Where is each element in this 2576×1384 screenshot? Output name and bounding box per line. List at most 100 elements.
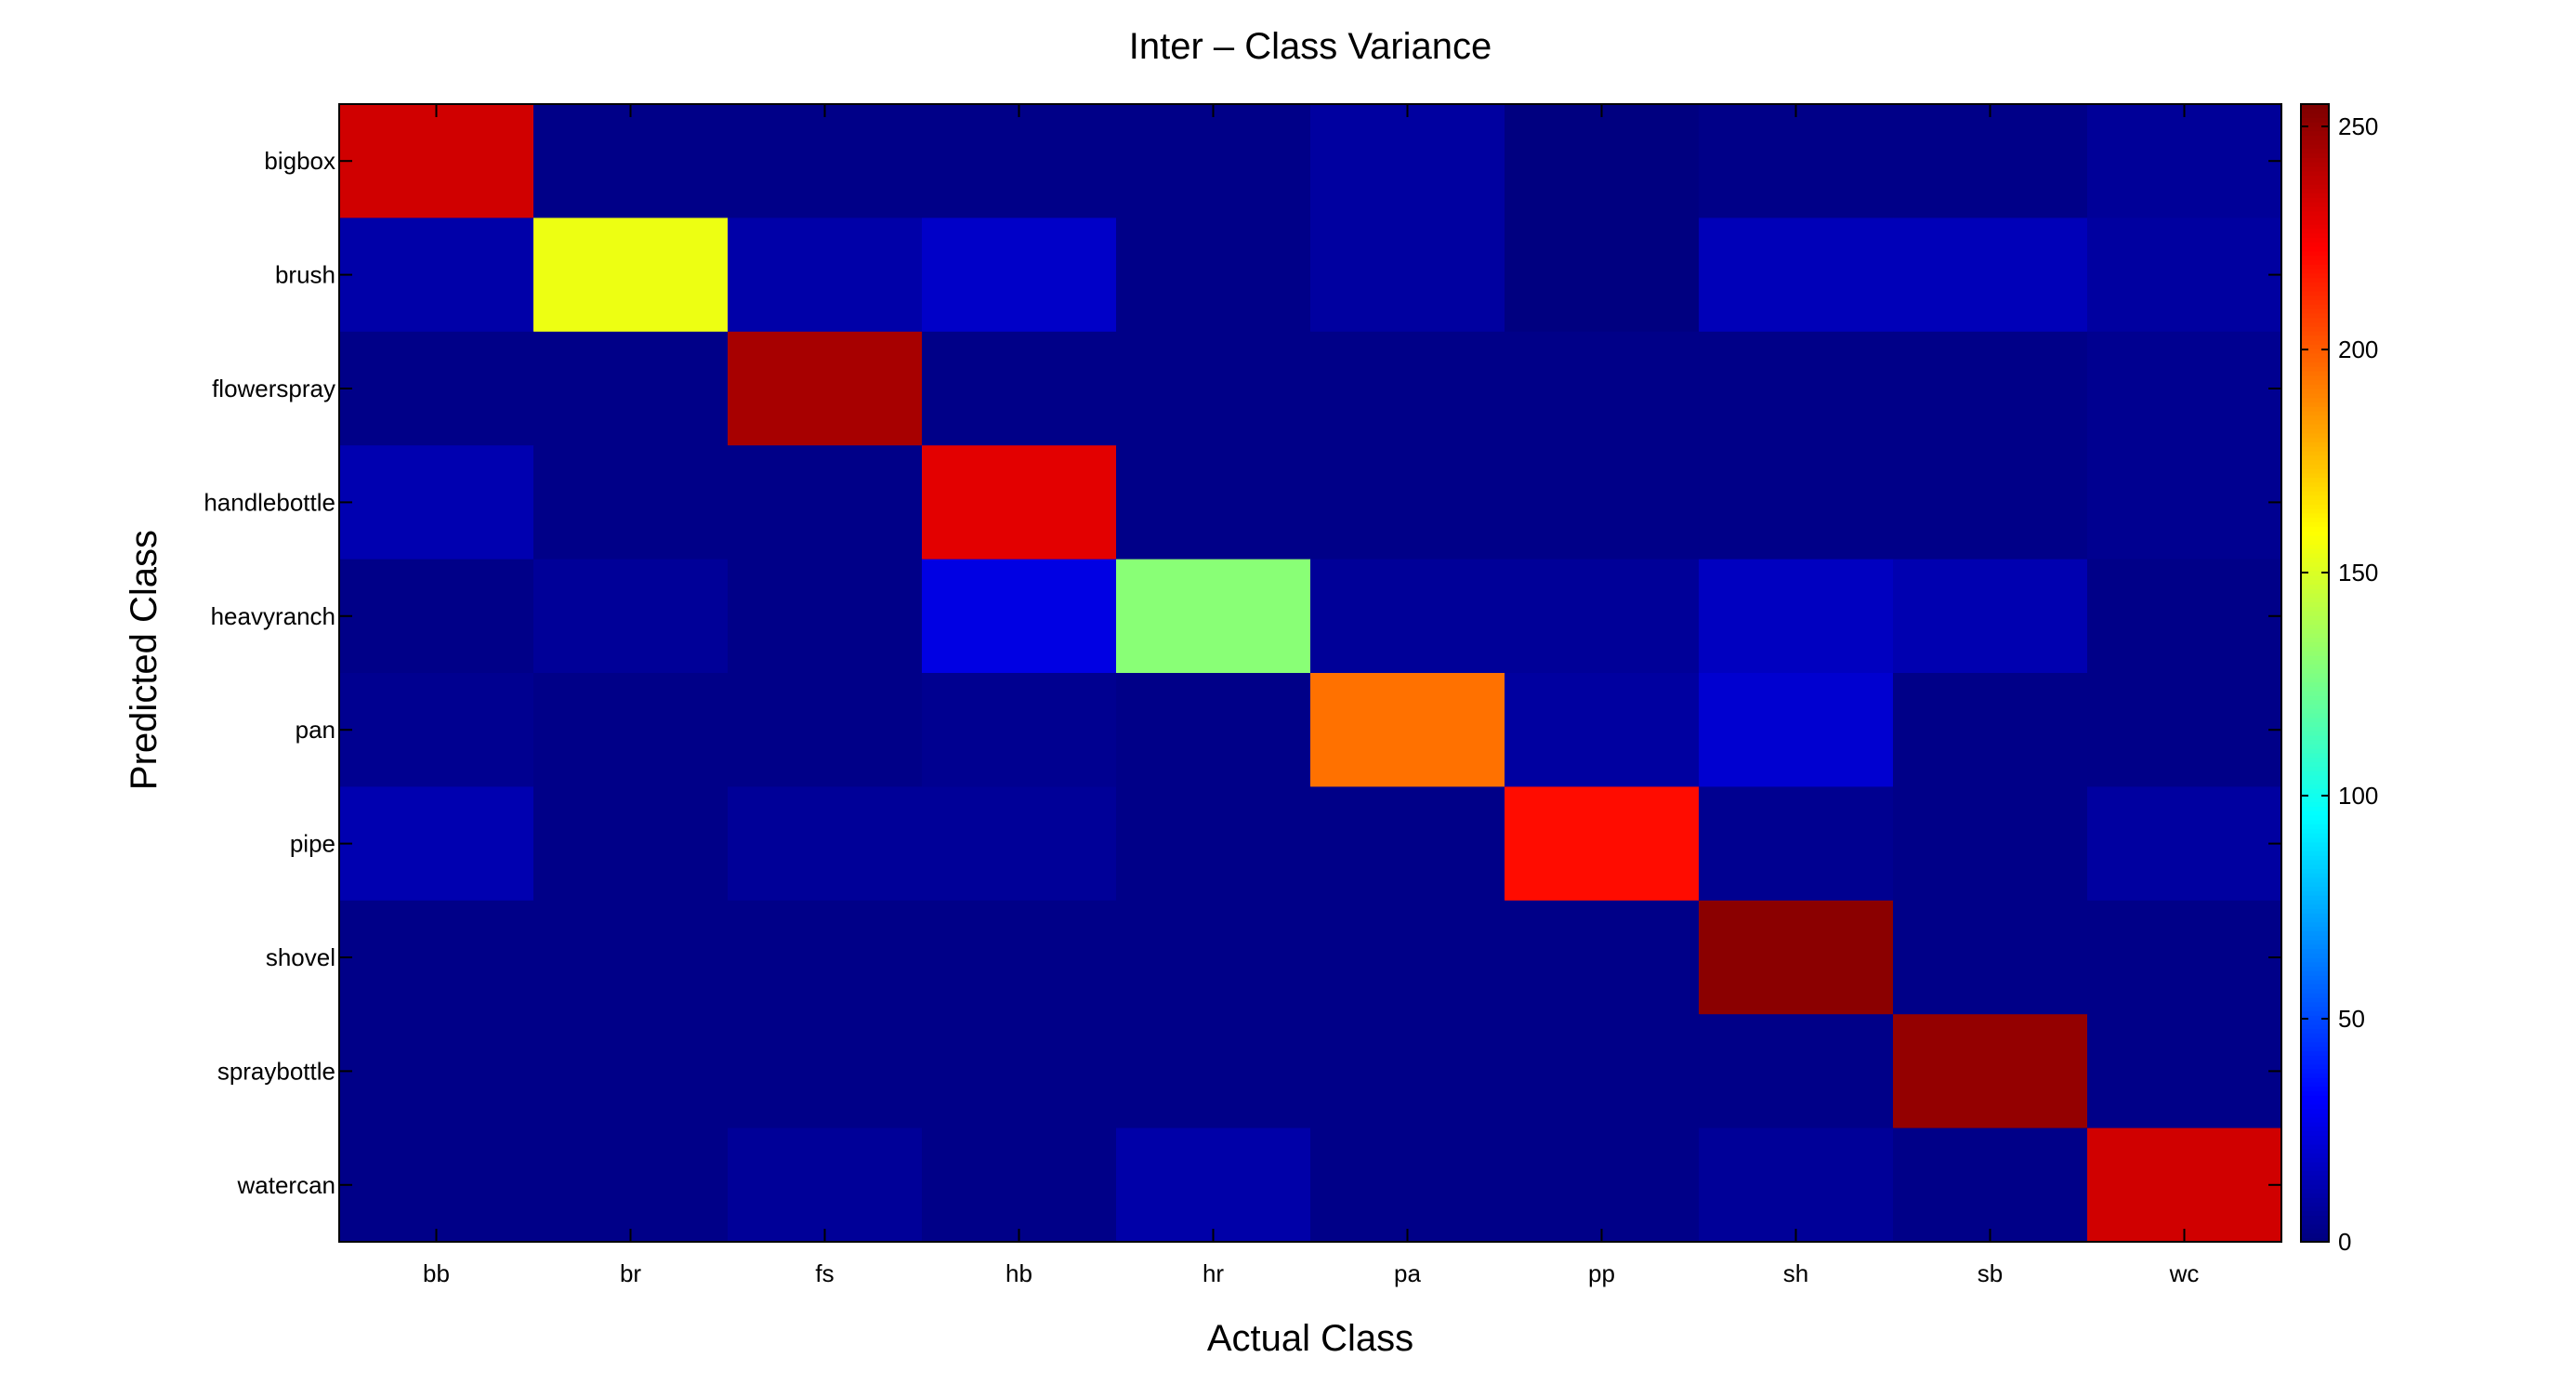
colorbar-segment	[2301, 597, 2329, 603]
colorbar-segment	[2301, 375, 2329, 381]
colorbar-segment	[2301, 117, 2329, 123]
colorbar-segment	[2301, 895, 2329, 901]
heatmap-cell-brush-hb	[922, 217, 1117, 333]
colorbar-segment	[2301, 619, 2329, 626]
heatmap-cell-flowerspray-pa	[1310, 331, 1505, 446]
colorbar-segment	[2301, 362, 2329, 367]
colorbar-segment	[2301, 1073, 2329, 1078]
x-tick-label-sh: sh	[1783, 1259, 1808, 1287]
colorbar-segment	[2301, 704, 2329, 709]
plot-frame	[338, 103, 2282, 1243]
colorbar-segment	[2301, 389, 2329, 394]
heatmap-cell-handlebottle-fs	[728, 445, 923, 560]
colorbar-segment	[2301, 135, 2329, 140]
colorbar-segment	[2301, 855, 2329, 861]
colorbar-segment	[2301, 997, 2329, 1003]
colorbar-segment	[2301, 490, 2329, 496]
colorbar-segment	[2301, 205, 2329, 212]
colorbar-segment	[2301, 152, 2329, 158]
heatmap-ticks	[339, 104, 2281, 1242]
colorbar-segment	[2301, 295, 2329, 300]
x-tick-label-sb: sb	[1978, 1259, 2003, 1287]
heatmap-cell-spraybottle-pa	[1310, 1014, 1505, 1129]
colorbar-segment	[2301, 681, 2329, 687]
colorbar-segment	[2301, 499, 2329, 505]
colorbar-tick-label-50: 50	[2338, 1005, 2365, 1033]
colorbar-segment	[2301, 1206, 2329, 1212]
colorbar-segment	[2301, 935, 2329, 941]
heatmap-cell-brush-hr	[1116, 217, 1311, 333]
heatmap-cell-shovel-wc	[2087, 900, 2282, 1015]
heatmap-cell-bigbox-sb	[1893, 104, 2088, 218]
colorbar-segment	[2301, 366, 2329, 372]
heatmap-cell-shovel-hr	[1116, 900, 1311, 1015]
colorbar-segment	[2301, 930, 2329, 936]
colorbar-segment	[2301, 739, 2329, 745]
colorbar-segment	[2301, 721, 2329, 727]
colorbar-segment	[2301, 574, 2329, 581]
colorbar-segment	[2301, 868, 2329, 874]
heatmap-cell-watercan-pa	[1310, 1127, 1505, 1243]
colorbar-segment	[2301, 1046, 2329, 1052]
colorbar-segment	[2301, 215, 2329, 220]
x-tick-labels: bb br fs hb hr pa pp sh sb wc	[423, 1259, 2199, 1287]
colorbar-segment	[2301, 1188, 2329, 1194]
colorbar-segment	[2301, 916, 2329, 923]
heatmap-cell-pipe-hr	[1116, 786, 1311, 902]
colorbar-segment	[2301, 544, 2329, 549]
colorbar-segment	[2301, 357, 2329, 362]
colorbar-segment	[2301, 122, 2329, 127]
y-axis-label: Predicted Class	[124, 530, 164, 790]
heatmap-cell-pipe-fs	[728, 786, 923, 902]
colorbar-segment	[2301, 104, 2329, 110]
colorbar-segment	[2301, 352, 2329, 359]
y-tick-label-handlebottle: handlebottle	[204, 488, 335, 516]
colorbar-segment	[2301, 339, 2329, 345]
colorbar-segment	[2301, 450, 2329, 456]
colorbar-segment	[2301, 446, 2329, 452]
colorbar-segment	[2301, 908, 2329, 914]
y-tick-labels: bigbox brush flowerspray handlebottle heavyr…	[204, 147, 335, 1199]
colorbar-segment	[2301, 881, 2329, 888]
heatmap-cell-handlebottle-sh	[1699, 445, 1894, 560]
colorbar-segment	[2301, 224, 2329, 230]
heatmap-cell-bigbox-bb	[339, 104, 534, 218]
x-tick-label-wc: wc	[2169, 1259, 2200, 1287]
colorbar-segment	[2301, 1095, 2329, 1101]
heatmap-cell-pan-pp	[1505, 673, 1700, 787]
colorbar-segment	[2301, 1180, 2329, 1185]
heatmap-cell-brush-sh	[1699, 217, 1894, 333]
heatmap-cell-pan-wc	[2087, 673, 2282, 787]
colorbar-segment	[2301, 534, 2329, 541]
heatmap-cell-pipe-wc	[2087, 786, 2282, 902]
heatmap-cell-flowerspray-wc	[2087, 331, 2282, 446]
colorbar-segment	[2301, 734, 2329, 741]
colorbar-segment	[2301, 379, 2329, 385]
colorbar-segment	[2301, 1201, 2329, 1207]
colorbar-segment	[2301, 459, 2329, 465]
heatmap-cell-flowerspray-sb	[1893, 331, 2088, 446]
colorbar-segment	[2301, 677, 2329, 683]
colorbar-tick-label-200: 200	[2338, 336, 2378, 363]
colorbar-segment	[2301, 139, 2329, 145]
colorbar-segment	[2301, 481, 2329, 487]
heatmap-cell-heavyranch-hr	[1116, 559, 1311, 674]
x-tick-label-bb: bb	[423, 1259, 450, 1287]
colorbar-tick-label-150: 150	[2338, 559, 2378, 587]
y-tick-label-shovel: shovel	[266, 943, 335, 971]
colorbar-segment	[2301, 317, 2329, 323]
heatmap-cell-pipe-pp	[1505, 786, 1700, 902]
colorbar-segment	[2301, 993, 2329, 998]
colorbar-segment	[2301, 771, 2329, 776]
colorbar-segment	[2301, 282, 2329, 287]
colorbar-segment	[2301, 1210, 2329, 1216]
colorbar-segment	[2301, 624, 2329, 629]
heatmap-cell-heavyranch-pa	[1310, 559, 1505, 674]
colorbar-segment	[2301, 926, 2329, 931]
colorbar-segment	[2301, 219, 2329, 225]
colorbar-segment	[2301, 579, 2329, 585]
colorbar-segment	[2301, 1041, 2329, 1048]
heatmap-cell-brush-fs	[728, 217, 923, 333]
heatmap-cell-pipe-sb	[1893, 786, 2088, 902]
colorbar-segment	[2301, 863, 2329, 869]
